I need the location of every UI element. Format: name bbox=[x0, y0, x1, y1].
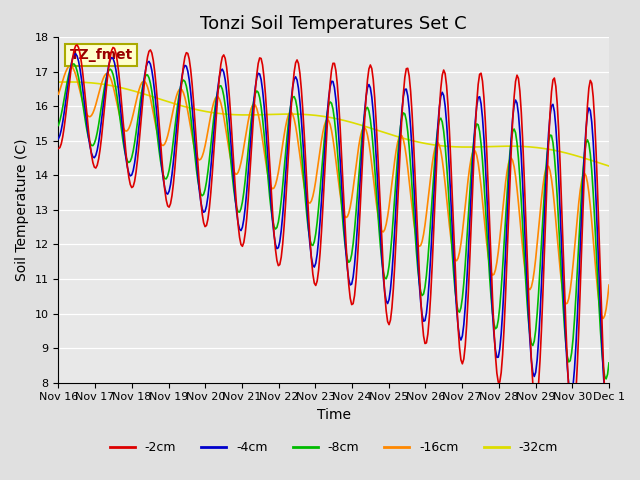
Y-axis label: Soil Temperature (C): Soil Temperature (C) bbox=[15, 139, 29, 281]
X-axis label: Time: Time bbox=[317, 408, 351, 422]
Text: TZ_fmet: TZ_fmet bbox=[69, 48, 132, 62]
Legend: -2cm, -4cm, -8cm, -16cm, -32cm: -2cm, -4cm, -8cm, -16cm, -32cm bbox=[104, 436, 563, 459]
Title: Tonzi Soil Temperatures Set C: Tonzi Soil Temperatures Set C bbox=[200, 15, 467, 33]
